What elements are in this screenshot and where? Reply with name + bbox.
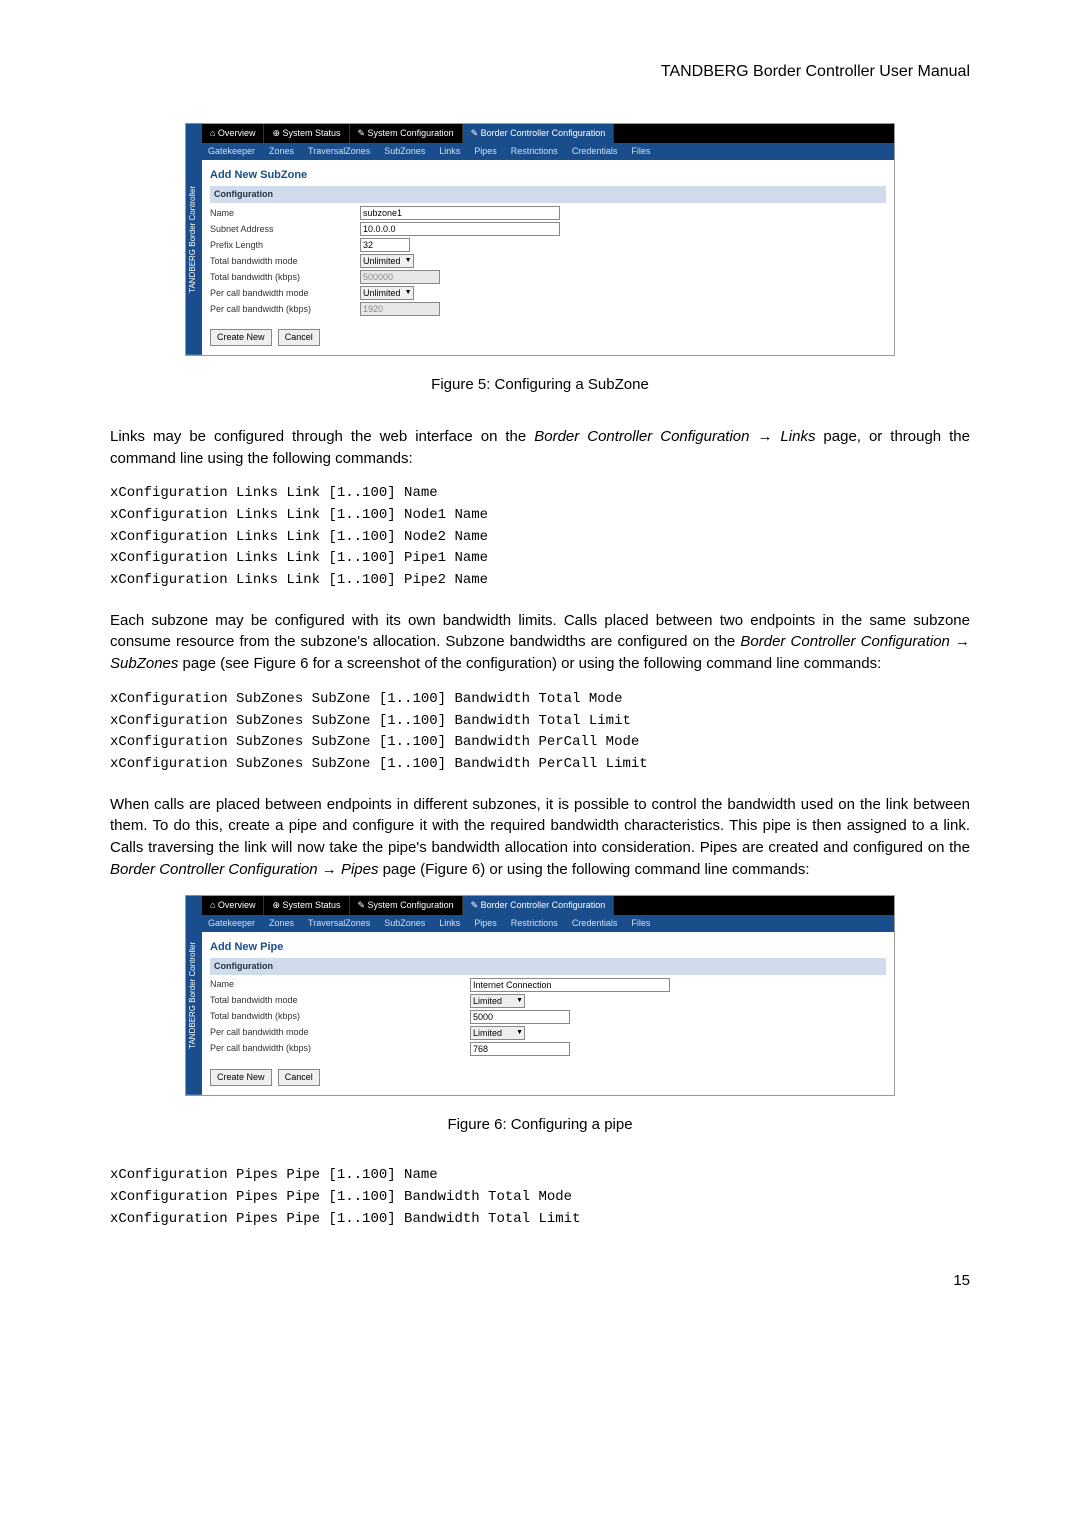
row-total-kbps: Total bandwidth (kbps) 5000 xyxy=(210,1009,886,1025)
label-name: Name xyxy=(210,978,470,991)
paragraph-3: When calls are placed between endpoints … xyxy=(110,794,970,881)
figure-5-caption: Figure 5: Configuring a SubZone xyxy=(110,374,970,396)
select-percall-mode[interactable]: Limited xyxy=(470,1026,525,1040)
subtab-links[interactable]: Links xyxy=(439,917,460,930)
input-prefix[interactable]: 32 xyxy=(360,238,410,252)
row-total-kbps: Total bandwidth (kbps) 500000 xyxy=(210,269,886,285)
figure-6-screenshot: TANDBERG Border Controller ⌂ Overview ⊕ … xyxy=(185,895,895,1096)
code-block-1: xConfiguration Links Link [1..100] Name … xyxy=(110,483,970,591)
form-section-header: Configuration xyxy=(210,958,886,975)
subtab-files[interactable]: Files xyxy=(631,917,650,930)
row-name: Name Internet Connection xyxy=(210,977,886,993)
subtab-gatekeeper[interactable]: Gatekeeper xyxy=(208,145,255,158)
tab-system-configuration[interactable]: ✎ System Configuration xyxy=(350,124,463,143)
subtab-credentials[interactable]: Credentials xyxy=(572,917,618,930)
tab-system-configuration[interactable]: ✎ System Configuration xyxy=(350,896,463,915)
label-percall-mode: Per call bandwidth mode xyxy=(210,1026,470,1039)
paragraph-2: Each subzone may be configured with its … xyxy=(110,610,970,675)
subtab-restrictions[interactable]: Restrictions xyxy=(511,917,558,930)
label-subnet: Subnet Address xyxy=(210,223,360,236)
subtab-zones[interactable]: Zones xyxy=(269,145,294,158)
para3-text-a: When calls are placed between endpoints … xyxy=(110,796,970,857)
para2-text-b: page (see Figure 6 for a screenshot of t… xyxy=(178,655,881,672)
input-total-kbps[interactable]: 5000 xyxy=(470,1010,570,1024)
document-header: TANDBERG Border Controller User Manual xyxy=(110,60,970,83)
form-title: Add New SubZone xyxy=(210,164,886,186)
sub-tabs: Gatekeeper Zones TraversalZones SubZones… xyxy=(202,143,894,160)
para3-em: Border Controller Configuration → Pipes xyxy=(110,861,378,878)
input-percall-kbps[interactable]: 768 xyxy=(470,1042,570,1056)
form-section-header: Configuration xyxy=(210,186,886,203)
subtab-files[interactable]: Files xyxy=(631,145,650,158)
row-subnet: Subnet Address 10.0.0.0 xyxy=(210,221,886,237)
input-subnet[interactable]: 10.0.0.0 xyxy=(360,222,560,236)
label-total-kbps: Total bandwidth (kbps) xyxy=(210,1010,470,1023)
cancel-button[interactable]: Cancel xyxy=(278,1069,320,1086)
tab-system-status[interactable]: ⊕ System Status xyxy=(264,124,349,143)
row-name: Name subzone1 xyxy=(210,205,886,221)
label-total-kbps: Total bandwidth (kbps) xyxy=(210,271,360,284)
para1-em: Border Controller Configuration → Links xyxy=(534,428,815,445)
subtab-traversalzones[interactable]: TraversalZones xyxy=(308,145,370,158)
create-new-button[interactable]: Create New xyxy=(210,329,272,346)
cancel-button[interactable]: Cancel xyxy=(278,329,320,346)
para3-text-b: page (Figure 6) or using the following c… xyxy=(378,861,809,878)
main-tabs: ⌂ Overview ⊕ System Status ✎ System Conf… xyxy=(202,896,894,915)
tab-system-status[interactable]: ⊕ System Status xyxy=(264,896,349,915)
tab-overview[interactable]: ⌂ Overview xyxy=(202,896,264,915)
row-total-mode: Total bandwidth mode Limited xyxy=(210,993,886,1009)
subtab-credentials[interactable]: Credentials xyxy=(572,145,618,158)
row-percall-mode: Per call bandwidth mode Unlimited xyxy=(210,285,886,301)
tab-border-controller-configuration[interactable]: ✎ Border Controller Configuration xyxy=(463,124,615,143)
figure-5-screenshot: TANDBERG Border Controller ⌂ Overview ⊕ … xyxy=(185,123,895,356)
subtab-traversalzones[interactable]: TraversalZones xyxy=(308,917,370,930)
code-block-2: xConfiguration SubZones SubZone [1..100]… xyxy=(110,689,970,776)
input-name[interactable]: subzone1 xyxy=(360,206,560,220)
tab-border-controller-configuration[interactable]: ✎ Border Controller Configuration xyxy=(463,896,615,915)
subtab-subzones[interactable]: SubZones xyxy=(384,145,425,158)
label-name: Name xyxy=(210,207,360,220)
subtab-zones[interactable]: Zones xyxy=(269,917,294,930)
input-name[interactable]: Internet Connection xyxy=(470,978,670,992)
sidebar-brand-label: TANDBERG Border Controller xyxy=(186,896,202,1095)
input-percall-kbps: 1920 xyxy=(360,302,440,316)
label-percall-kbps: Per call bandwidth (kbps) xyxy=(210,303,360,316)
row-percall-kbps: Per call bandwidth (kbps) 1920 xyxy=(210,301,886,317)
create-new-button[interactable]: Create New xyxy=(210,1069,272,1086)
label-total-mode: Total bandwidth mode xyxy=(210,994,470,1007)
row-total-mode: Total bandwidth mode Unlimited xyxy=(210,253,886,269)
select-percall-mode[interactable]: Unlimited xyxy=(360,286,414,300)
main-tabs: ⌂ Overview ⊕ System Status ✎ System Conf… xyxy=(202,124,894,143)
subtab-subzones[interactable]: SubZones xyxy=(384,917,425,930)
figure-6-caption: Figure 6: Configuring a pipe xyxy=(110,1114,970,1136)
row-percall-kbps: Per call bandwidth (kbps) 768 xyxy=(210,1041,886,1057)
row-prefix: Prefix Length 32 xyxy=(210,237,886,253)
select-total-mode[interactable]: Limited xyxy=(470,994,525,1008)
label-prefix: Prefix Length xyxy=(210,239,360,252)
sub-tabs: Gatekeeper Zones TraversalZones SubZones… xyxy=(202,915,894,932)
form-title: Add New Pipe xyxy=(210,936,886,958)
para1-text-a: Links may be configured through the web … xyxy=(110,428,534,445)
input-total-kbps: 500000 xyxy=(360,270,440,284)
sidebar-brand-label: TANDBERG Border Controller xyxy=(186,124,202,355)
select-total-mode[interactable]: Unlimited xyxy=(360,254,414,268)
paragraph-1: Links may be configured through the web … xyxy=(110,426,970,470)
subtab-restrictions[interactable]: Restrictions xyxy=(511,145,558,158)
label-total-mode: Total bandwidth mode xyxy=(210,255,360,268)
tab-overview[interactable]: ⌂ Overview xyxy=(202,124,264,143)
label-percall-mode: Per call bandwidth mode xyxy=(210,287,360,300)
subtab-pipes[interactable]: Pipes xyxy=(474,145,497,158)
page-number: 15 xyxy=(110,1270,970,1292)
subtab-pipes[interactable]: Pipes xyxy=(474,917,497,930)
code-block-3: xConfiguration Pipes Pipe [1..100] Name … xyxy=(110,1165,970,1230)
label-percall-kbps: Per call bandwidth (kbps) xyxy=(210,1042,470,1055)
subtab-gatekeeper[interactable]: Gatekeeper xyxy=(208,917,255,930)
row-percall-mode: Per call bandwidth mode Limited xyxy=(210,1025,886,1041)
subtab-links[interactable]: Links xyxy=(439,145,460,158)
